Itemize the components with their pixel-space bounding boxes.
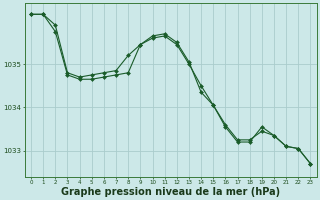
X-axis label: Graphe pression niveau de la mer (hPa): Graphe pression niveau de la mer (hPa) <box>61 187 280 197</box>
